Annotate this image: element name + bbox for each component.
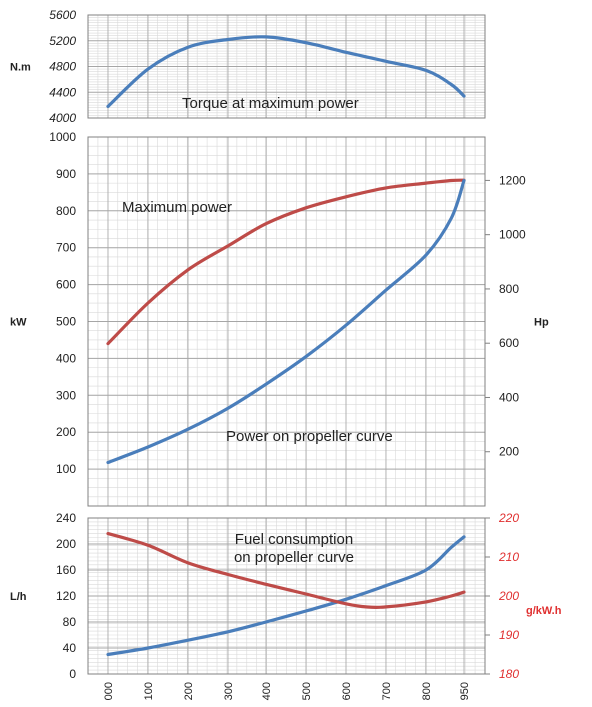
y-tick-label: 900 (56, 167, 76, 181)
x-tick-label: 800 (421, 682, 433, 700)
y-tick-label: 80 (63, 615, 77, 629)
x-tick-label: 700 (381, 682, 393, 700)
y2-tick-label: 1200 (499, 173, 526, 187)
y-tick-label: 200 (56, 425, 76, 439)
top-blue-series-line (106, 35, 466, 108)
y-tick-label: 120 (56, 589, 76, 603)
y-tick-label: 5600 (49, 8, 76, 22)
y2-tick-label: 180 (499, 667, 519, 681)
y2-axis-label: g/kW.h (526, 605, 562, 617)
middle-panel: 100 200 300 400 500 600 700 800 900 1000 kW 200 400 6… (10, 130, 549, 507)
middle-blue-series-line (106, 178, 466, 465)
y-tick-label: 200 (56, 537, 76, 551)
x-tick-label: 950 (459, 682, 471, 700)
y2-tick-label: 200 (499, 445, 519, 459)
y-axis-label: N.m (10, 62, 31, 74)
y-tick-label: 400 (56, 351, 76, 365)
y-axis-label: kW (10, 317, 27, 329)
y-tick-label: 100 (56, 462, 76, 476)
y2-tick-label: 800 (499, 282, 519, 296)
y2-tick-label: 200 (498, 589, 519, 603)
y-tick-label: 500 (56, 315, 76, 329)
bottom-red-series-line (106, 532, 466, 610)
x-tick-label: 100 (143, 682, 155, 700)
y2-tick-label: 1000 (499, 228, 526, 242)
top-panel: 4000 4400 4800 5200 5600 N.m Torque at maximum… (10, 8, 486, 125)
y-tick-label: 4800 (49, 60, 76, 74)
y-tick-label: 240 (56, 511, 76, 525)
y2-tick-label: 210 (498, 550, 519, 564)
fuel-annotation-line1: Fuel consumption (235, 531, 353, 548)
y-tick-label: 0 (69, 667, 76, 681)
x-tick-label: 200 (183, 682, 195, 700)
x-tick-label: 400 (261, 682, 273, 700)
y-tick-label: 160 (56, 563, 76, 577)
middle-red-series-line (106, 178, 466, 346)
y-tick-label: 4000 (49, 111, 76, 125)
x-tick-label: 500 (301, 682, 313, 700)
max-power-annotation: Maximum power (122, 199, 232, 216)
propeller-power-annotation: Power on propeller curve (226, 428, 393, 445)
y-tick-label: 1000 (49, 130, 76, 144)
y-tick-label: 800 (56, 204, 76, 218)
y-tick-label: 40 (63, 641, 77, 655)
bottom-blue-series-line (106, 535, 466, 657)
y-tick-label: 4400 (49, 85, 76, 99)
torque-annotation: Torque at maximum power (182, 95, 359, 112)
y-tick-label: 300 (56, 388, 76, 402)
y-tick-label: 5200 (49, 34, 76, 48)
bottom-panel: 0 40 80 120 160 200 240 L/h 180 190 200 210 220 g/kW.… (10, 511, 562, 700)
y2-tick-label: 400 (499, 390, 519, 404)
y2-tick-label: 600 (499, 336, 519, 350)
y2-tick-label: 190 (499, 628, 519, 642)
fuel-annotation-line2: on propeller curve (234, 549, 354, 566)
y2-tick-label: 220 (498, 511, 519, 525)
y2-axis-label: Hp (534, 317, 549, 329)
x-tick-label: 300 (223, 682, 235, 700)
x-tick-label: 600 (341, 682, 353, 700)
y-tick-label: 700 (56, 241, 76, 255)
plot-frame (87, 14, 486, 119)
y-tick-label: 600 (56, 278, 76, 292)
plot-frame (87, 136, 486, 507)
y-axis-label: L/h (10, 591, 27, 603)
x-tick-label: 000 (103, 682, 115, 700)
